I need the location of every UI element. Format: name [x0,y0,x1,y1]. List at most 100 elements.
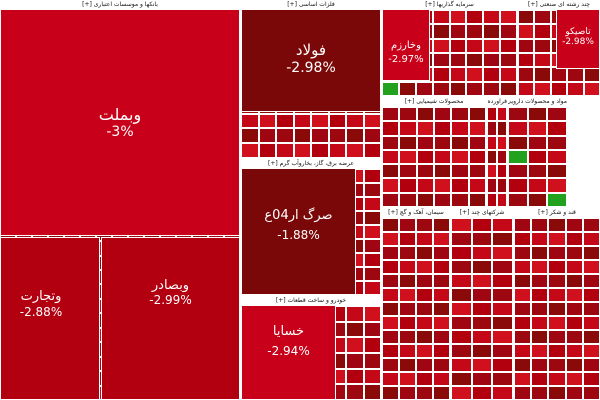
tile-change: -2.94% [267,344,310,358]
sector-header-chemical[interactable]: محصولات شیمیایی [+] [382,97,486,106]
tile-5[interactable]: وخارزم -2.97% [382,9,430,81]
filler-tile [399,107,417,122]
sector-header-oil[interactable]: فراورده های نفتی [+] [487,97,507,106]
filler-tile [531,246,549,260]
filler-tile [416,274,433,288]
filler-tile [468,121,486,136]
filler-tile [363,253,381,267]
sector-header-cement[interactable]: سیمان، آهک و گچ [+] [382,208,450,217]
filler-tile [527,135,548,150]
filler-tile [363,267,381,281]
filler-tile [451,358,472,372]
filler-tile [550,81,568,96]
filler-tile [471,260,493,274]
filler-tile [497,121,507,136]
tile-6[interactable]: تاصیکو -2.98% [556,9,600,69]
filler-tile [433,302,450,316]
tile-4[interactable]: فولاد -2.98% [241,9,381,112]
filler-tile [363,169,381,183]
filler-tile [416,107,434,122]
filler-tile [548,386,566,400]
filler-tile [547,149,567,165]
filler-tile [416,288,433,302]
filler-tile [451,372,472,386]
sector-header-sugar[interactable]: قند و شکر [+] [514,208,600,217]
filler-tile [487,192,497,207]
filler-tile [471,274,493,288]
filler-tile [527,107,548,122]
filler-tile [382,178,400,193]
filler-tile [434,192,452,207]
tile-7[interactable]: صرگ ار04ع -1.88% [241,168,356,295]
filler-tile [487,164,497,179]
sector-header-holding[interactable]: شرکتهای چند [+] [451,208,513,217]
filler-tile [433,316,450,330]
sector-header-utilities[interactable]: عرضه برق، گاز، بخاروآب گرم [+] [241,159,381,168]
sector-header-investment[interactable]: سرمایه گذاریها [+] [382,0,517,9]
filler-tile [531,218,549,232]
filler-tile [514,386,532,400]
tile-change: -2.99% [149,293,192,307]
sector-header-banks[interactable]: بانکها و موسسات اعتباری [+] [0,0,240,9]
sector-cement: سیمان، آهک و گچ [+] [382,208,450,400]
filler-tile [531,232,549,246]
filler-tile [466,81,484,96]
filler-tile [514,302,532,316]
filler-tile [548,330,566,344]
tile-8[interactable]: خسایا -2.94% [241,305,336,400]
filler-tile [531,302,549,316]
filler-tile [346,128,364,144]
filler-tile [500,24,517,39]
filler-tile [531,260,549,274]
sector-header-pharma[interactable]: مواد و محصولات دارویی [+] [508,97,567,106]
tile-symbol: خسایا [272,323,305,339]
filler-tile [346,113,364,129]
filler-tile [583,67,600,82]
filler-tile [416,344,433,358]
filler-tile [258,113,276,129]
filler-tile [565,218,583,232]
filler-tile [346,384,364,400]
tile-change: -2.98% [562,36,594,47]
filler-tile [382,386,399,400]
filler-tile [363,239,381,253]
filler-tile [433,274,450,288]
filler-tile [382,316,399,330]
filler-tile [497,149,507,165]
sector-header-metals[interactable]: فلزات اساسی [+] [241,0,381,9]
filler-tile [346,143,364,158]
filler-tile [483,10,501,25]
filler-tile [487,135,497,150]
tile-symbol: فولاد [295,40,327,59]
sector-header-multi[interactable]: چند رشته ای صنعتی [+] [518,0,600,9]
filler-tile [399,288,416,302]
filler-tile [363,128,381,144]
filler-tile [582,358,600,372]
tile-symbol: وتجارت [20,288,62,304]
sector-header-automotive[interactable]: خودرو و ساخت قطعات [+] [241,296,381,305]
filler-tile [508,135,528,150]
filler-tile [399,316,416,330]
filler-tile [508,164,528,179]
filler-tile [382,260,399,274]
filler-tile [471,386,493,400]
tile-1[interactable]: وبملت -3% [0,9,240,236]
filler-tile [451,386,472,400]
filler-tile [399,135,417,150]
filler-tile [582,330,600,344]
filler-tile [514,232,532,246]
tile-3[interactable]: وبصادر -2.99% [101,237,240,400]
filler-tile [471,372,493,386]
filler-tile [471,330,493,344]
filler-tile [565,386,583,400]
filler-tile [534,67,551,82]
filler-tile [434,107,452,122]
filler-tile [433,218,450,232]
tile-2[interactable]: وتجارت -2.88% [0,237,100,400]
filler-tile [451,164,469,179]
filler-tile [548,274,566,288]
filler-tile [518,53,535,68]
filler-tile [433,330,450,344]
filler-tile [492,218,513,232]
filler-tile [451,107,469,122]
